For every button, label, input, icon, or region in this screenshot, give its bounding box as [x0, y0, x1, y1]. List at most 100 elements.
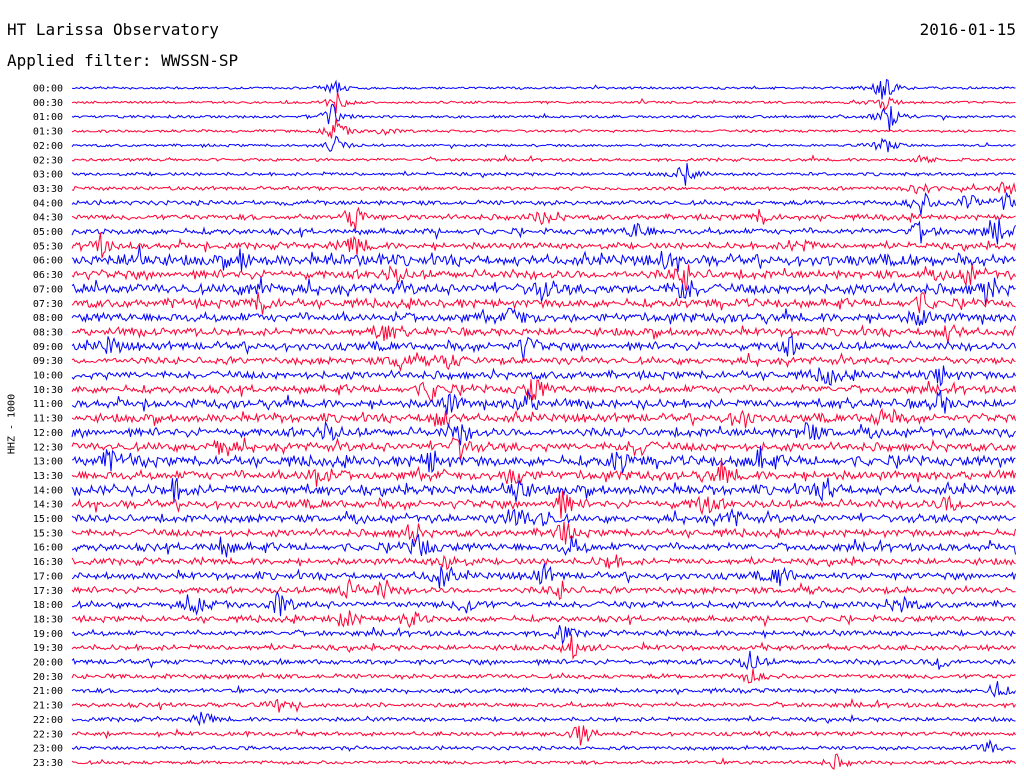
- trace-0730: [71, 292, 1016, 315]
- trace-0400: [71, 192, 1016, 215]
- time-label: 17:00: [33, 571, 63, 582]
- time-label: 11:30: [33, 414, 63, 425]
- trace-1330: [71, 457, 1016, 487]
- time-label: 11:00: [33, 399, 63, 410]
- time-label: 16:30: [33, 557, 63, 568]
- time-label: 00:00: [33, 84, 63, 95]
- trace-1800: [72, 590, 1016, 617]
- time-label: 02:30: [33, 155, 63, 166]
- time-label: 07:00: [33, 284, 63, 295]
- trace-0700: [71, 277, 1016, 305]
- time-label: 06:00: [33, 256, 63, 267]
- trace-2000: [71, 650, 1016, 671]
- trace-2300: [71, 738, 1016, 753]
- time-label: 01:00: [33, 112, 63, 123]
- trace-2030: [71, 668, 1016, 684]
- trace-0100: [71, 103, 1016, 132]
- trace-0830: [71, 323, 1016, 344]
- trace-1730: [71, 577, 1016, 601]
- observatory-title: HT Larissa Observatory: [7, 20, 219, 39]
- trace-1100: [71, 389, 1016, 415]
- time-label: 05:00: [33, 227, 63, 238]
- time-label: 22:30: [33, 729, 63, 740]
- time-label: 04:00: [33, 198, 63, 209]
- trace-1030: [71, 379, 1016, 403]
- trace-2230: [71, 725, 1016, 746]
- trace-0300: [71, 163, 1016, 186]
- time-label: 10:30: [33, 385, 63, 396]
- time-label: 21:30: [33, 701, 63, 712]
- trace-1400: [71, 477, 1016, 503]
- time-label: 15:30: [33, 528, 63, 539]
- time-label: 10:00: [33, 371, 63, 382]
- time-label: 07:30: [33, 299, 63, 310]
- time-label-group: 00:00 00:30 01:00 01:30 02:00 02:30 03:00 03:30…: [33, 84, 63, 769]
- time-label: 05:30: [33, 241, 63, 252]
- date-label: 2016-01-15: [919, 20, 1016, 39]
- trace-1000: [71, 365, 1016, 387]
- trace-2200: [71, 711, 1016, 727]
- trace-group: [71, 79, 1016, 770]
- trace-1200: [71, 420, 1016, 446]
- time-label: 20:00: [33, 658, 63, 669]
- trace-0630: [71, 264, 1016, 292]
- filter-label: Applied filter: WWSSN-SP: [7, 51, 239, 70]
- trace-0200: [71, 135, 1016, 153]
- trace-0600: [71, 245, 1016, 272]
- trace-1930: [71, 634, 1016, 661]
- time-label: 15:00: [33, 514, 63, 525]
- trace-1230: [71, 436, 1016, 460]
- trace-1600: [71, 533, 1016, 558]
- time-label: 08:00: [33, 313, 63, 324]
- trace-0430: [71, 206, 1016, 231]
- time-label: 14:00: [33, 485, 63, 496]
- time-label: 12:30: [33, 442, 63, 453]
- time-label: 19:00: [33, 629, 63, 640]
- trace-0530: [71, 232, 1016, 258]
- time-label: 18:30: [33, 614, 63, 625]
- time-label: 08:30: [33, 327, 63, 338]
- time-label: 23:30: [33, 758, 63, 769]
- trace-1130: [71, 407, 1016, 429]
- trace-1830: [71, 610, 1016, 629]
- trace-1630: [71, 554, 1016, 571]
- trace-1300: [71, 445, 1016, 474]
- time-label: 12:00: [33, 428, 63, 439]
- trace-0030: [71, 91, 1016, 114]
- time-label: 13:00: [33, 457, 63, 468]
- trace-0900: [71, 334, 1016, 361]
- time-label: 21:00: [33, 686, 63, 697]
- time-label: 17:30: [33, 586, 63, 597]
- time-label: 18:00: [33, 600, 63, 611]
- time-label: 02:00: [33, 141, 63, 152]
- time-label: 14:30: [33, 500, 63, 511]
- trace-1700: [71, 563, 1016, 589]
- trace-0230: [71, 154, 1016, 164]
- time-label: 04:30: [33, 213, 63, 224]
- time-label: 06:30: [33, 270, 63, 281]
- time-label: 01:30: [33, 127, 63, 138]
- trace-0800: [71, 307, 1016, 326]
- trace-2130: [71, 697, 1016, 713]
- trace-1530: [71, 521, 1016, 545]
- trace-2330: [71, 753, 1016, 770]
- trace-2100: [71, 681, 1016, 698]
- time-label: 00:30: [33, 98, 63, 109]
- time-label: 13:30: [33, 471, 63, 482]
- time-label: 19:30: [33, 643, 63, 654]
- time-label: 09:30: [33, 356, 63, 367]
- trace-1430: [71, 490, 1016, 519]
- time-label: 03:00: [33, 170, 63, 181]
- trace-0500: [71, 218, 1016, 245]
- time-label: 16:00: [33, 543, 63, 554]
- trace-0000: [71, 79, 1016, 100]
- trace-1900: [71, 625, 1016, 646]
- trace-1500: [71, 507, 1016, 528]
- time-label: 09:00: [33, 342, 63, 353]
- time-label: 20:30: [33, 672, 63, 683]
- time-label: 23:00: [33, 744, 63, 755]
- trace-0130: [71, 118, 1016, 139]
- trace-0930: [71, 352, 1016, 373]
- trace-0330: [71, 181, 1016, 195]
